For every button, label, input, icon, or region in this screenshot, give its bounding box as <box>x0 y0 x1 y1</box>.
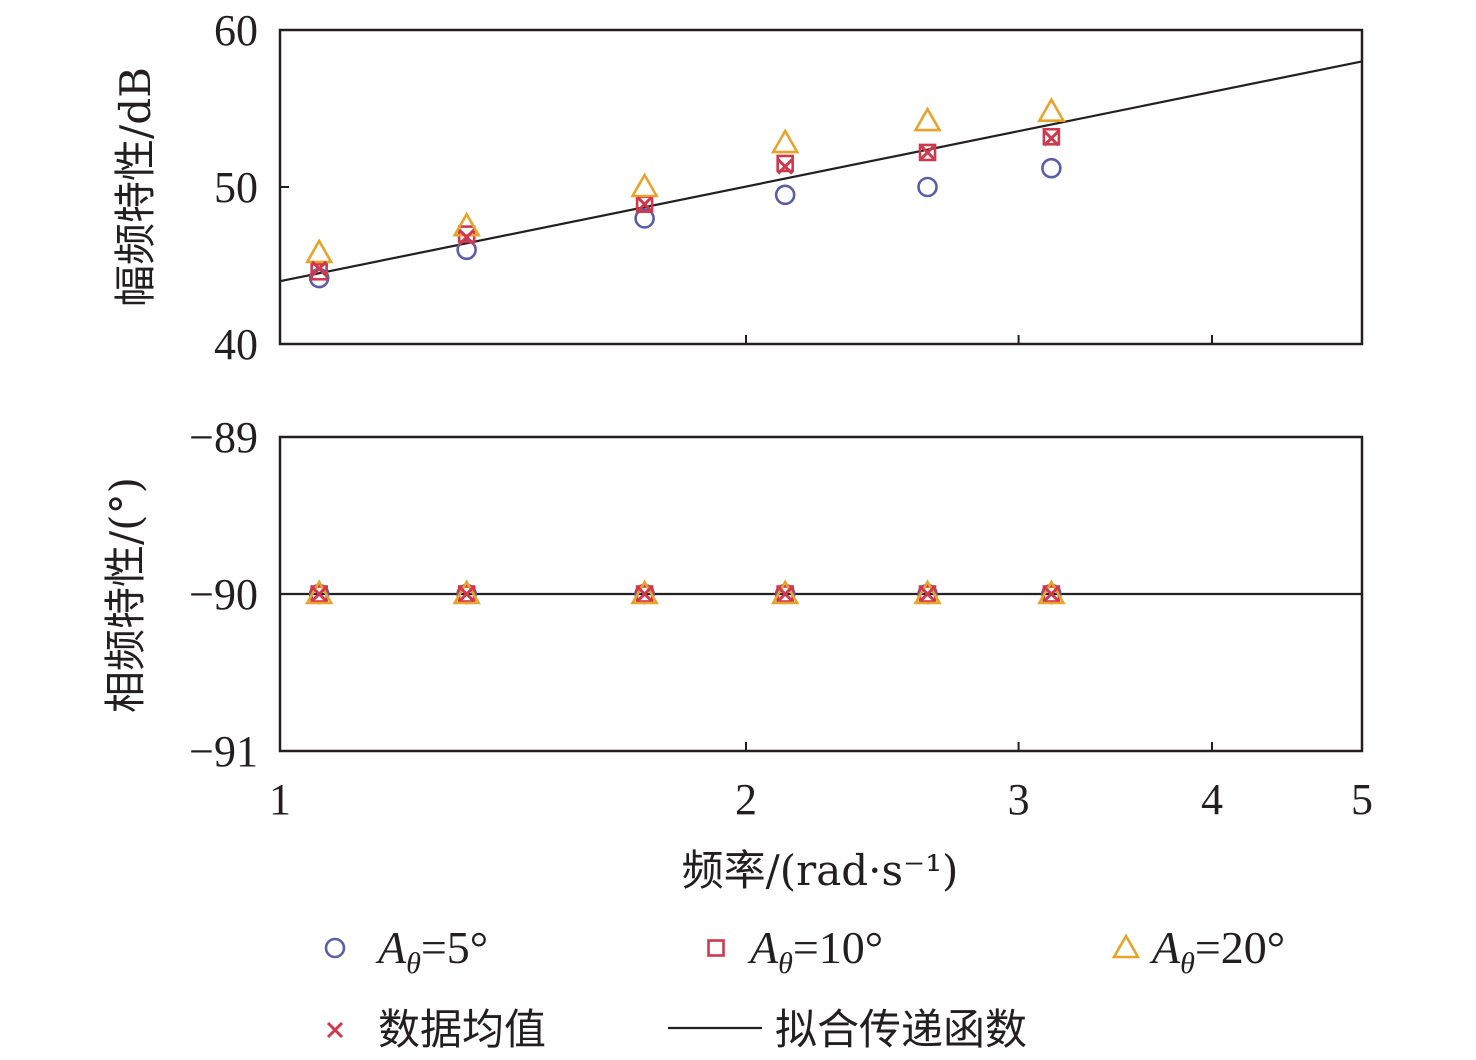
x-axis-title: 频率/(rad·s⁻¹) <box>682 846 959 895</box>
phase-triangle-point <box>1037 579 1066 605</box>
magnitude-square-point <box>918 143 937 162</box>
phase-x-point-stroke-b <box>311 585 328 603</box>
legend-circle-marker <box>324 937 346 959</box>
magnitude-circle-point <box>1041 157 1062 179</box>
phase-y-tick-label: −89 <box>189 413 258 462</box>
phase-x-point <box>777 585 794 603</box>
legend-label: Aθ=5° <box>375 922 488 980</box>
phase-x-point-stroke-b <box>636 585 653 603</box>
phase-x-point <box>1043 585 1060 603</box>
legend-square-marker <box>707 939 725 957</box>
magnitude-triangle-point <box>913 106 942 132</box>
phase-triangle-point <box>452 579 481 605</box>
magnitude-y-tick-label: 60 <box>214 6 258 55</box>
magnitude-x-point-stroke-b <box>919 144 936 161</box>
phase-triangle-point <box>913 579 942 605</box>
magnitude-circle-point <box>774 184 796 206</box>
phase-x-point-stroke-b <box>458 585 475 603</box>
magnitude-plot-frame <box>278 28 1364 346</box>
x-tick-label: 2 <box>735 775 757 824</box>
magnitude-panel: 40 50 60 <box>214 6 1364 369</box>
magnitude-x-point-stroke-b <box>777 158 794 175</box>
magnitude-circle-point <box>634 208 655 229</box>
x-tick-label: 4 <box>1201 775 1223 824</box>
magnitude-x-point <box>636 196 653 213</box>
magnitude-square-point <box>776 154 794 173</box>
legend-label: 拟合传递函数 <box>775 1005 1027 1054</box>
x-tick-label: 1 <box>269 775 291 824</box>
magnitude-x-point <box>777 158 794 175</box>
magnitude-y-axis-title: 幅频特性/dB <box>111 67 160 307</box>
magnitude-triangle-point <box>304 238 334 264</box>
legend-label: Aθ=10° <box>747 922 883 980</box>
legend-triangle-marker <box>1111 933 1141 959</box>
phase-x-point <box>311 585 328 603</box>
x-tick-label: 3 <box>1008 775 1030 824</box>
magnitude-square-point <box>1042 127 1061 146</box>
x-tick-label: 5 <box>1351 775 1373 824</box>
magnitude-triangle-point <box>630 172 659 198</box>
magnitude-y-tick-label: 50 <box>214 163 258 212</box>
legend: Aθ=5° Aθ=10° Aθ=20° 数据均值 拟合传递函数 <box>324 922 1285 1054</box>
phase-triangle-point <box>770 579 800 605</box>
magnitude-circle-point <box>917 176 938 198</box>
magnitude-square-point <box>310 262 328 281</box>
magnitude-fit-line <box>279 60 1363 283</box>
phase-panel: 1 2 3 4 5 −91 −90 −89 <box>189 413 1373 824</box>
magnitude-x-point-stroke-b <box>636 196 653 213</box>
phase-x-point <box>636 585 653 603</box>
legend-x-marker-stroke-b <box>326 1021 344 1039</box>
phase-x-point-stroke-b <box>919 585 936 603</box>
phase-y-tick-label: −91 <box>189 727 258 776</box>
magnitude-triangle-point <box>1037 97 1066 122</box>
legend-x-marker <box>326 1021 344 1039</box>
phase-triangle-point <box>304 579 334 605</box>
magnitude-x-point <box>919 144 936 161</box>
phase-y-axis-title: 相频特性/(°) <box>101 477 150 713</box>
legend-label: 数据均值 <box>378 1005 546 1054</box>
magnitude-x-point <box>458 229 475 246</box>
phase-x-point-stroke-b <box>1043 585 1060 603</box>
magnitude-x-point-stroke-b <box>458 229 475 246</box>
phase-x-point <box>458 585 475 603</box>
magnitude-x-point-stroke-b <box>311 260 328 277</box>
magnitude-x-point <box>311 260 328 277</box>
legend-label: Aθ=20° <box>1149 922 1285 980</box>
phase-x-point-stroke-b <box>777 585 794 603</box>
phase-y-tick-label: −90 <box>189 570 258 619</box>
magnitude-x-point-stroke-b <box>1043 130 1060 147</box>
phase-x-point <box>919 585 936 603</box>
phase-triangle-point <box>630 579 659 605</box>
magnitude-x-point <box>1043 130 1060 147</box>
magnitude-triangle-point <box>770 128 800 154</box>
magnitude-y-tick-label: 40 <box>214 320 258 369</box>
